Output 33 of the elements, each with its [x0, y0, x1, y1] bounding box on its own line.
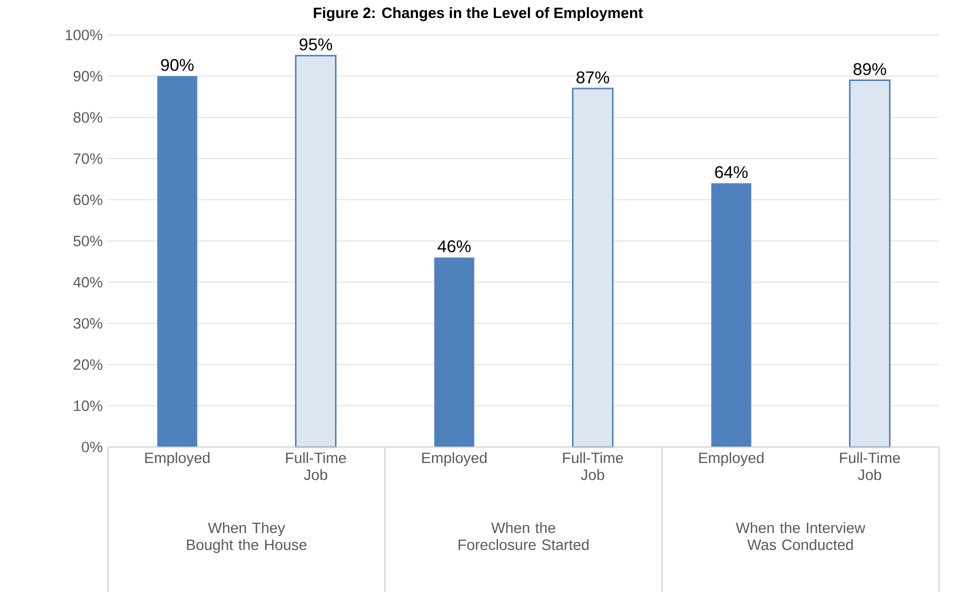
chart-title: Figure 2: Changes in the Level of Employment — [314, 7, 643, 22]
series-label: Full-Time Job — [286, 452, 346, 480]
y-tick-label: 0% — [82, 442, 102, 452]
y-tick-label: 20% — [74, 359, 102, 370]
data-label: 89% — [854, 63, 886, 76]
data-label: 87% — [576, 71, 610, 84]
y-tick-label: 80% — [74, 112, 102, 123]
series-label: Employed — [145, 452, 210, 466]
y-tick-label: 60% — [74, 194, 102, 206]
bar — [434, 257, 474, 447]
bar — [572, 88, 614, 448]
y-tick-label: 70% — [74, 153, 102, 164]
text: Employed — [699, 452, 764, 466]
data-label: 95% — [300, 38, 332, 50]
y-tick-label: 100% — [66, 30, 102, 40]
text: Employed — [422, 452, 487, 466]
y-tick-label: 10% — [74, 400, 102, 412]
y-tick-label: 90% — [74, 70, 102, 82]
x-tick-label: When They Bought the House — [187, 522, 306, 554]
y-tick-label: 40% — [73, 276, 102, 288]
x-tick-label: When the Interview Was Conducted — [736, 522, 866, 550]
bar — [711, 183, 752, 447]
y-tick-label: 50% — [74, 236, 102, 246]
data-label: 90% — [161, 59, 194, 72]
data-label: 46% — [438, 240, 471, 252]
data-label: 64% — [715, 166, 748, 178]
bar — [849, 80, 891, 448]
text: Full-Time Job — [563, 452, 623, 480]
y-tick-label: 30% — [73, 318, 102, 329]
bar — [295, 54, 337, 448]
x-tick-label: When the Foreclosure Started — [458, 522, 589, 550]
text: Full-Time Job — [840, 452, 900, 480]
bar — [157, 76, 198, 447]
